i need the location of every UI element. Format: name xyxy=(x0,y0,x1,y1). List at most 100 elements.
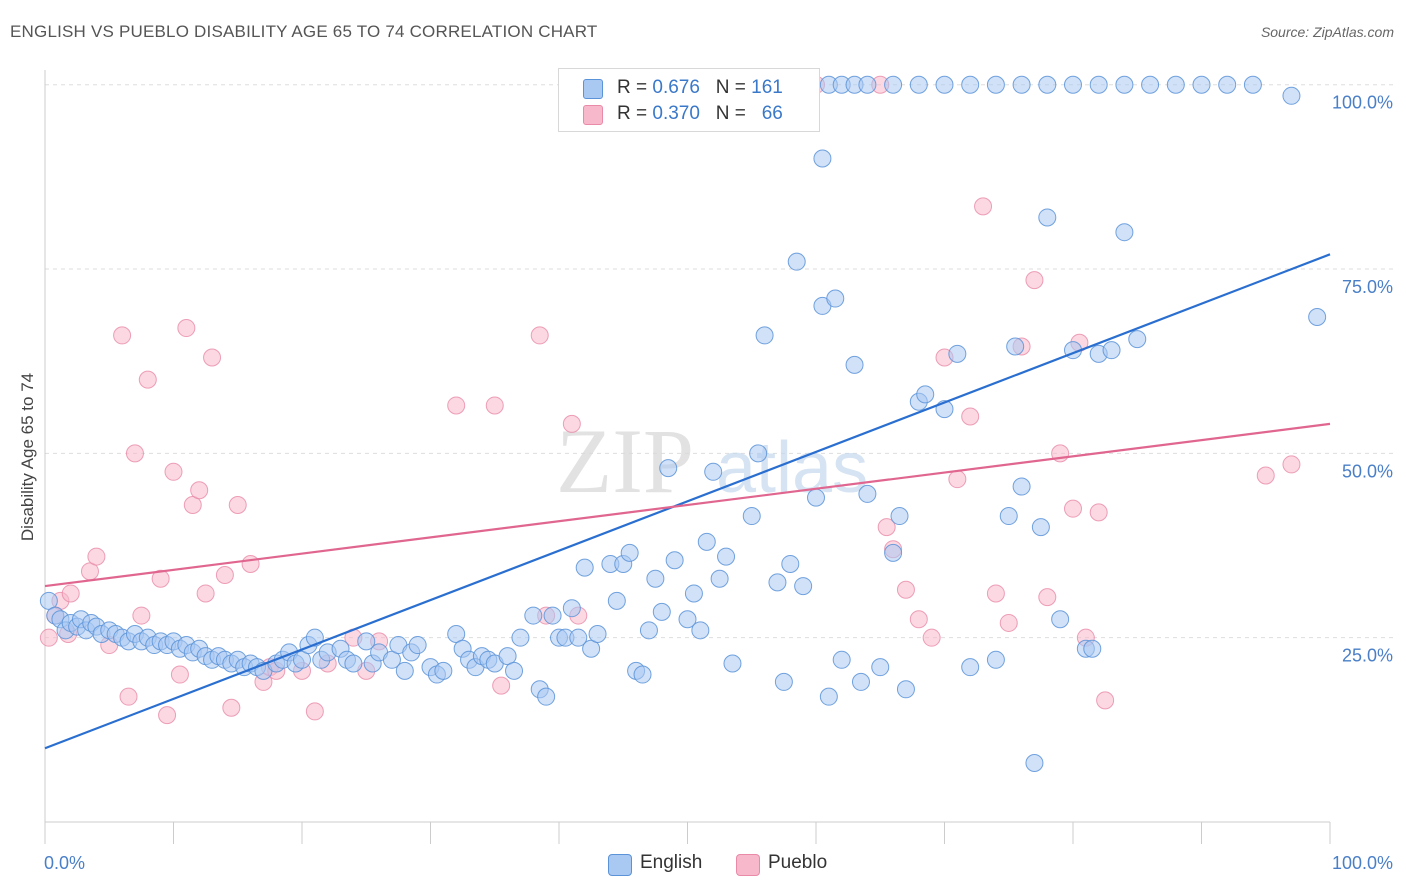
english-point xyxy=(794,577,813,596)
english-point xyxy=(871,658,890,677)
pueblo-point xyxy=(1064,499,1082,518)
source-attribution: Source: ZipAtlas.com xyxy=(1260,24,1394,40)
english-point xyxy=(717,547,736,566)
english-point xyxy=(569,628,588,647)
english-point xyxy=(819,687,838,706)
pueblo-point xyxy=(151,569,170,588)
english-series xyxy=(39,75,1327,773)
pueblo-point xyxy=(485,396,504,415)
y-tick-label: 75.0% xyxy=(1342,277,1393,297)
english-point xyxy=(665,551,684,570)
pueblo-point xyxy=(177,319,196,338)
pueblo-point xyxy=(1038,588,1057,607)
english-point xyxy=(768,573,787,592)
pueblo-series xyxy=(39,75,1301,725)
axes xyxy=(44,70,1331,844)
pueblo-point xyxy=(228,495,247,514)
english-n-value: 161 xyxy=(751,77,783,98)
english-point xyxy=(890,507,909,526)
correlation-legend: R = 0.676 N = 161 R = 0.370 N = 66 xyxy=(558,68,820,132)
english-trend-line xyxy=(44,253,1331,750)
pueblo-point xyxy=(241,554,260,573)
english-point xyxy=(896,680,915,699)
english-point xyxy=(357,632,376,651)
english-point xyxy=(575,558,594,577)
pueblo-point xyxy=(132,606,151,625)
pueblo-point xyxy=(305,702,324,721)
pueblo-point xyxy=(125,444,144,463)
english-point xyxy=(1038,75,1057,94)
english-legend-swatch xyxy=(608,854,632,876)
pueblo-trend-line xyxy=(44,422,1331,588)
english-point xyxy=(884,543,903,562)
y-axis-label: Disability Age 65 to 74 xyxy=(18,373,37,541)
english-point xyxy=(537,687,556,706)
english-point xyxy=(916,385,935,404)
english-point xyxy=(1243,75,1262,94)
english-point xyxy=(1166,75,1185,94)
english-point xyxy=(935,75,954,94)
english-point xyxy=(851,672,870,691)
pueblo-point xyxy=(113,326,132,345)
english-point xyxy=(845,355,864,374)
english-point xyxy=(562,599,581,618)
trend-lines xyxy=(44,253,1331,750)
english-point xyxy=(723,654,742,673)
pueblo-point xyxy=(203,348,222,367)
english-point xyxy=(408,636,427,655)
english-point xyxy=(755,326,774,345)
english-point xyxy=(1012,75,1031,94)
english-point xyxy=(1192,75,1211,94)
pueblo-point xyxy=(215,566,234,585)
pueblo-point xyxy=(170,665,189,684)
pueblo-point xyxy=(1282,455,1301,474)
pueblo-point xyxy=(922,628,941,647)
pueblo-legend-swatch xyxy=(736,854,760,876)
english-point xyxy=(1012,477,1031,496)
pueblo-point xyxy=(138,370,157,389)
pueblo-swatch xyxy=(583,105,603,125)
english-point xyxy=(961,75,980,94)
english-point xyxy=(948,344,967,363)
english-point xyxy=(511,628,530,647)
english-point xyxy=(749,444,768,463)
pueblo-point xyxy=(190,481,209,500)
english-legend-label: English xyxy=(640,852,703,873)
english-point xyxy=(774,672,793,691)
y-tick-label: 100.0% xyxy=(1332,93,1393,113)
english-swatch xyxy=(583,79,603,99)
pueblo-point xyxy=(961,407,980,426)
english-point xyxy=(813,149,832,168)
english-point xyxy=(807,488,825,507)
pueblo-point xyxy=(222,698,241,717)
english-point xyxy=(543,606,562,625)
english-point xyxy=(1006,337,1025,356)
english-point xyxy=(826,289,845,308)
english-point xyxy=(787,252,806,271)
x-tick-label-min: 0.0% xyxy=(44,853,85,873)
pueblo-r-value: 0.370 xyxy=(652,103,700,124)
pueblo-legend-label: Pueblo xyxy=(768,852,828,873)
english-point xyxy=(1038,208,1057,227)
english-point xyxy=(620,543,639,562)
english-point xyxy=(1031,518,1050,537)
pueblo-r-label: R = xyxy=(617,103,648,124)
pueblo-point xyxy=(986,584,1005,603)
pueblo-point xyxy=(1256,466,1275,485)
pueblo-point xyxy=(39,628,58,647)
pueblo-n-value: 66 xyxy=(761,103,783,124)
english-point xyxy=(588,625,607,643)
english-point xyxy=(1102,341,1121,360)
english-point xyxy=(1115,223,1134,242)
english-point xyxy=(858,484,877,503)
english-point xyxy=(986,75,1005,94)
english-point xyxy=(1064,75,1082,94)
pueblo-point xyxy=(999,613,1018,632)
english-point xyxy=(1051,610,1070,629)
pueblo-point xyxy=(974,197,993,216)
english-point xyxy=(344,654,363,673)
pueblo-point xyxy=(1096,691,1115,710)
chart-title: ENGLISH VS PUEBLO DISABILITY AGE 65 TO 7… xyxy=(10,22,598,41)
pueblo-point xyxy=(948,470,967,489)
